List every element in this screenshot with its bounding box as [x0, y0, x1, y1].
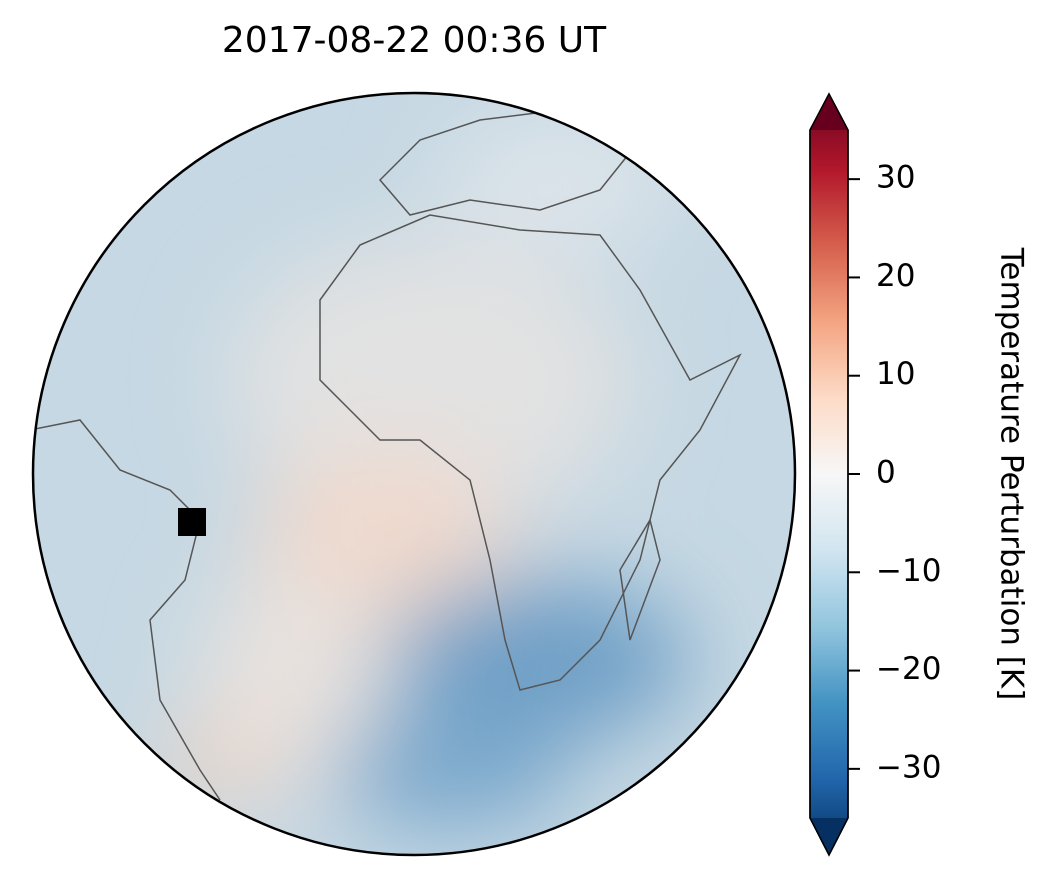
chart-title: 2017-08-22 00:36 UT — [222, 20, 607, 61]
colorbar-tick-label: 20 — [876, 258, 915, 294]
colorbar — [809, 92, 849, 857]
colorbar-tick-label: 0 — [876, 455, 896, 491]
globe-edge — [31, 91, 797, 857]
colorbar-tick-label: 10 — [876, 356, 915, 392]
colorbar-tick-label: 30 — [876, 160, 915, 196]
colorbar-tick-label: −30 — [876, 749, 941, 785]
colorbar-tick-label: −20 — [876, 651, 941, 687]
colorbar-tick-label: −10 — [876, 553, 941, 589]
colorbar-label: Temperature Perturbation [K] — [994, 247, 1030, 701]
